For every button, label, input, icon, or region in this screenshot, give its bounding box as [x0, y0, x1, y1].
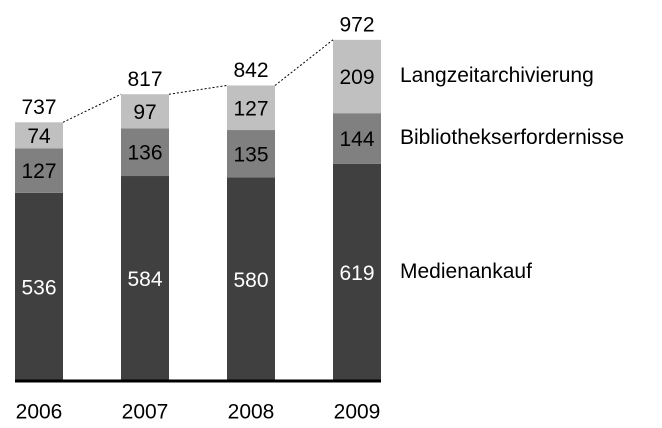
total-label: 737: [21, 96, 56, 119]
x-tick-label: 2007: [122, 401, 169, 424]
bar-segment: [121, 128, 169, 177]
bar-segment: [227, 177, 275, 381]
bar-segment: [333, 113, 381, 164]
x-tick-label: 2008: [228, 401, 275, 424]
total-label: 972: [339, 13, 374, 36]
legend-label: Langzeitarchivierung: [400, 64, 594, 87]
x-tick-label: 2009: [334, 401, 381, 424]
value-label: 97: [133, 101, 156, 124]
total-connector: [62, 93, 122, 123]
bar-segment: [15, 192, 63, 381]
value-label: 580: [233, 269, 268, 292]
total-connector: [168, 84, 228, 95]
value-label: 127: [233, 97, 268, 120]
value-label: 619: [339, 262, 374, 285]
bar-segment: [227, 130, 275, 178]
bar-segment: [15, 148, 63, 193]
total-connector: [274, 39, 334, 86]
bar-segment: [121, 176, 169, 381]
bar-segment: [333, 163, 381, 381]
x-tick-label: 2006: [16, 401, 63, 424]
value-label: 144: [339, 128, 374, 151]
value-label: 127: [21, 160, 56, 183]
value-label: 584: [127, 268, 162, 291]
value-label: 136: [127, 142, 162, 165]
bar-segment: [121, 94, 169, 129]
value-label: 536: [21, 276, 56, 299]
bar-segment: [15, 122, 63, 149]
total-label: 842: [233, 59, 268, 82]
bar-segment: [227, 85, 275, 131]
bar-segment: [333, 39, 381, 114]
value-label: 74: [27, 125, 51, 148]
legend-label: Medienankauf: [400, 260, 532, 283]
legend-label: Bibliothekserfordernisse: [400, 126, 624, 149]
value-label: 135: [233, 143, 268, 166]
value-label: 209: [339, 66, 374, 89]
total-label: 817: [127, 68, 162, 91]
